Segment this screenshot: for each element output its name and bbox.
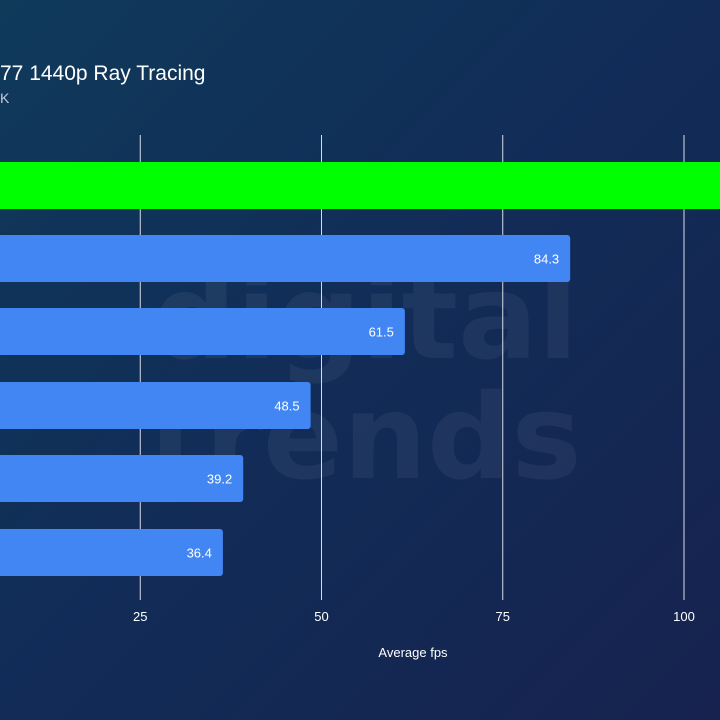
chart-subtitle: K — [0, 90, 10, 106]
bar — [0, 308, 405, 355]
x-tick-label: 50 — [314, 609, 328, 624]
bar-value-label: 84.3 — [534, 252, 559, 267]
bar-value-label: 61.5 — [369, 325, 394, 340]
bar-value-label: 48.5 — [274, 399, 299, 414]
bar-value-label: 39.2 — [207, 472, 232, 487]
bar — [0, 455, 244, 502]
bar — [0, 529, 223, 576]
x-tick-label: 75 — [496, 609, 510, 624]
x-tick-label: 25 — [133, 609, 147, 624]
bar — [0, 382, 311, 429]
x-tick-labels: 25 50 75 100 — [133, 609, 695, 624]
bars — [0, 162, 720, 576]
bar — [0, 235, 571, 282]
highlighted-bar — [0, 162, 720, 209]
chart-title: 77 1440p Ray Tracing — [0, 62, 205, 85]
data-labels: 84.3 61.5 48.5 39.2 36.4 — [187, 252, 560, 561]
x-axis-label: Average fps — [378, 645, 448, 660]
x-tick-label: 100 — [673, 609, 695, 624]
bar-value-label: 36.4 — [187, 546, 212, 561]
gridlines — [139, 135, 685, 600]
